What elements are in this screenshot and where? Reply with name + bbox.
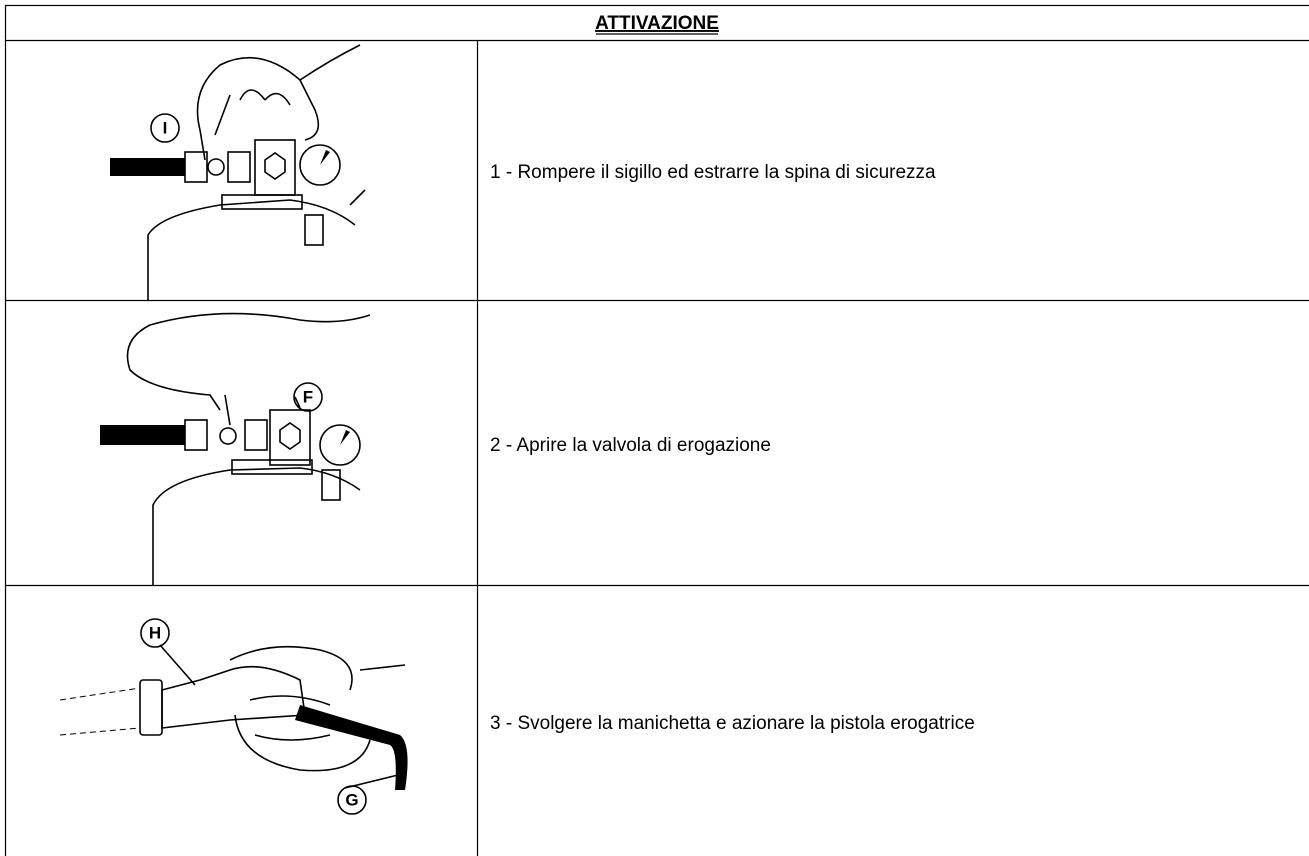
label-circle (150, 113, 180, 143)
hand (196, 57, 320, 161)
valve-knob (219, 427, 237, 445)
table-title: ATTIVAZIONE (595, 13, 719, 34)
hand (229, 645, 406, 772)
fitting (184, 151, 208, 183)
label-circle (140, 618, 170, 648)
hex-nut (279, 422, 301, 450)
hex-nut (264, 152, 286, 180)
outlet (304, 214, 324, 246)
step-text: 2 - Aprire la valvola di erogazione (490, 435, 771, 456)
label-circle (337, 785, 367, 815)
fitting (184, 419, 208, 451)
valve-block (254, 139, 296, 196)
hose (295, 705, 408, 790)
label-leader (294, 396, 301, 409)
illustration-label: H (149, 624, 161, 643)
table-grid (4, 4, 1309, 856)
illustration-label: G (345, 791, 358, 810)
illustration-label: F (303, 388, 313, 407)
step-text: 3 - Svolgere la manichetta e azionare la… (490, 713, 975, 734)
nozzle-tip (139, 679, 163, 736)
cylinder-head (221, 194, 303, 210)
cylinder-outline (147, 199, 356, 300)
label-circle (293, 382, 323, 412)
sleeve (299, 44, 366, 206)
fitting (227, 151, 251, 183)
pressure-gauge (319, 424, 361, 466)
table-border (4, 4, 1309, 856)
outlet (321, 469, 341, 501)
illustration-open-valve: F (100, 312, 371, 585)
gauge-needle (340, 430, 350, 445)
hose (100, 425, 185, 445)
valve-block (269, 409, 311, 466)
illustration-label: I (163, 119, 168, 138)
step-text: 1 - Rompere il sigillo ed estrarre la sp… (490, 162, 936, 183)
gun-body (161, 665, 306, 729)
cylinder-head (231, 459, 313, 475)
spray-line (59, 727, 141, 736)
valve-knob (207, 158, 225, 176)
illustration-safety-pin: I (110, 44, 366, 300)
fitting (244, 419, 268, 451)
label-leader (159, 644, 196, 686)
pressure-gauge (299, 144, 341, 186)
cylinder-outline (152, 467, 361, 585)
illustration-nozzle: H G (59, 618, 408, 815)
hand (126, 312, 371, 426)
hose (110, 158, 185, 176)
gauge-needle (320, 150, 330, 165)
spray-line (59, 687, 141, 701)
